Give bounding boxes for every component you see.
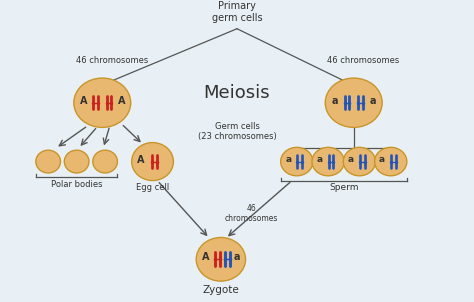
Ellipse shape	[132, 143, 173, 181]
Text: Meiosis: Meiosis	[204, 84, 270, 102]
Text: Egg cell: Egg cell	[136, 183, 169, 192]
Text: a: a	[369, 96, 376, 106]
Ellipse shape	[196, 237, 246, 281]
Ellipse shape	[281, 147, 313, 176]
Text: Polar bodies: Polar bodies	[51, 180, 102, 188]
Text: A: A	[118, 96, 125, 106]
Text: A: A	[202, 252, 210, 262]
Text: a: a	[317, 155, 323, 164]
Text: a: a	[331, 96, 338, 106]
Ellipse shape	[36, 150, 61, 173]
Text: a: a	[234, 252, 240, 262]
Text: Sperm: Sperm	[329, 183, 358, 192]
Text: Germ cells
(23 chromosomes): Germ cells (23 chromosomes)	[198, 121, 276, 141]
Text: a: a	[348, 155, 354, 164]
Ellipse shape	[374, 147, 407, 176]
Ellipse shape	[325, 78, 382, 127]
Ellipse shape	[64, 150, 89, 173]
Text: Primary
germ cells: Primary germ cells	[212, 2, 262, 23]
Ellipse shape	[74, 78, 131, 127]
Ellipse shape	[93, 150, 118, 173]
Text: 46 chromosomes: 46 chromosomes	[76, 56, 148, 65]
Text: A: A	[80, 96, 87, 106]
Ellipse shape	[343, 147, 375, 176]
Text: A: A	[137, 155, 145, 165]
Text: 46 chromosomes: 46 chromosomes	[327, 56, 399, 65]
Text: a: a	[285, 155, 292, 164]
Text: a: a	[379, 155, 385, 164]
Ellipse shape	[312, 147, 344, 176]
Text: Zygote: Zygote	[202, 285, 239, 295]
Text: 46
chromosomes: 46 chromosomes	[225, 204, 278, 223]
